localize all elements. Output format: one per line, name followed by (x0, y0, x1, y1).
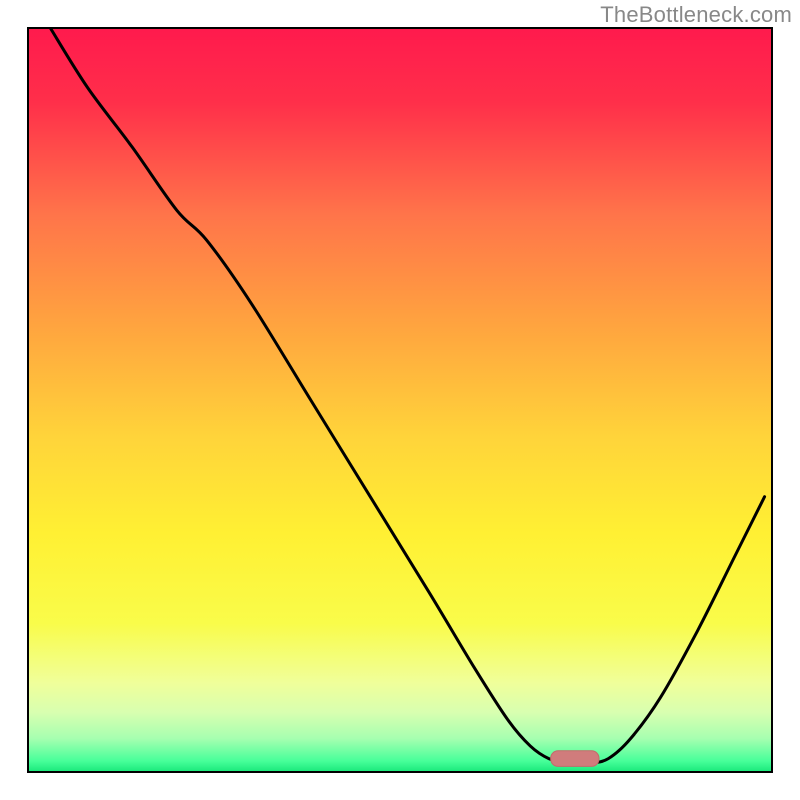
watermark-text: TheBottleneck.com (600, 2, 792, 28)
bottleneck-curve-chart (0, 0, 800, 800)
chart-container: TheBottleneck.com (0, 0, 800, 800)
plot-background-gradient (28, 28, 772, 772)
optimal-marker (551, 751, 599, 767)
